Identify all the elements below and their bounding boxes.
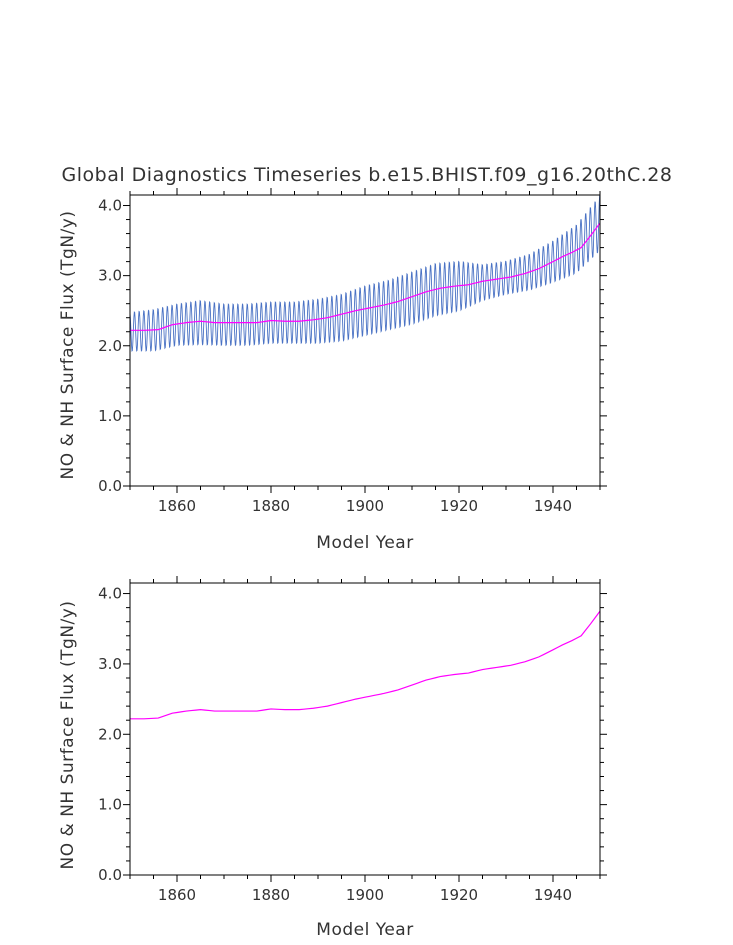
y-tick-label: 3.0 <box>98 267 122 285</box>
bottom-x-axis-label: Model Year <box>316 920 413 940</box>
x-tick-label: 1940 <box>534 497 572 515</box>
y-tick-label: 4.0 <box>98 197 122 215</box>
annual-mean-series-line <box>130 222 601 331</box>
x-tick-label: 1860 <box>158 886 196 904</box>
x-tick-label: 1860 <box>158 497 196 515</box>
y-tick-label: 2.0 <box>98 725 122 743</box>
x-tick-label: 1880 <box>252 497 290 515</box>
y-tick-label: 3.0 <box>98 655 122 673</box>
y-tick-label: 1.0 <box>98 407 122 425</box>
y-tick-label: 0.0 <box>98 477 122 495</box>
y-tick-label: 2.0 <box>98 337 122 355</box>
x-tick-label: 1900 <box>346 497 384 515</box>
chart-title: Global Diagnostics Timeseries b.e15.BHIS… <box>62 164 673 186</box>
y-tick-label: 0.0 <box>98 866 122 884</box>
x-tick-label: 1920 <box>440 497 478 515</box>
y-tick-label: 4.0 <box>98 585 122 603</box>
top-y-axis-label: NO & NH Surface Flux (TgN/y) <box>58 211 78 480</box>
x-tick-label: 1920 <box>440 886 478 904</box>
y-tick-label: 1.0 <box>98 796 122 814</box>
bottom-y-axis-label: NO & NH Surface Flux (TgN/y) <box>58 601 78 870</box>
top-panel: 1860 1880 1900 1920 1940 0.0 1.0 2.0 3.0 4.0 Mode… <box>58 188 607 553</box>
bottom-panel: 1860 1880 1900 1920 1940 0.0 1.0 2.0 3.0 4.0 Mode… <box>58 576 607 940</box>
monthly-series-line <box>129 195 601 352</box>
x-tick-label: 1940 <box>534 886 572 904</box>
bottom-plot-frame <box>129 582 601 876</box>
x-tick-label: 1900 <box>346 886 384 904</box>
annual-mean-series-line <box>130 610 601 720</box>
top-plot-frame <box>129 194 601 487</box>
top-x-axis-label: Model Year <box>316 533 413 553</box>
x-tick-label: 1880 <box>252 886 290 904</box>
